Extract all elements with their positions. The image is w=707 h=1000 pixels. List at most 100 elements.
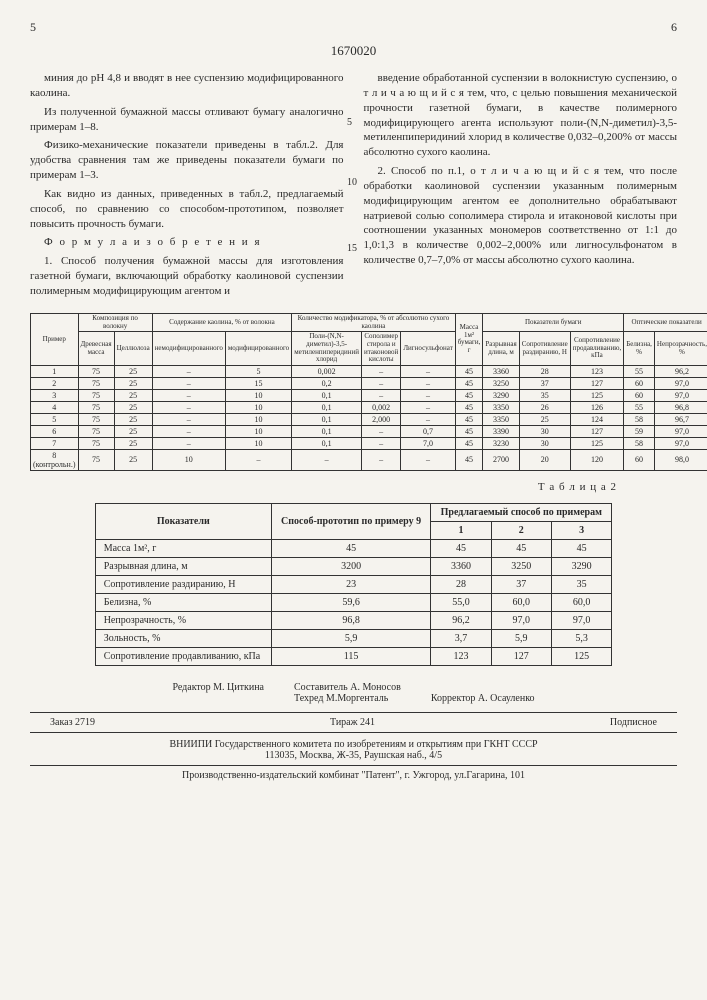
- th: Древесная масса: [78, 332, 114, 366]
- cell: 125: [551, 647, 611, 665]
- cell: 25: [114, 377, 152, 389]
- cell: 75: [78, 449, 114, 470]
- cell: 3390: [483, 425, 519, 437]
- cell: 3290: [483, 389, 519, 401]
- cell: –: [152, 413, 225, 425]
- table-row: Сопротивление раздиранию, Н23283735: [95, 575, 612, 593]
- th: Сопротивление продавливанию, кПа: [570, 332, 623, 366]
- left-column: миния до pH 4,8 и вводят в нее суспензию…: [30, 71, 344, 303]
- cell: 0,7: [401, 425, 455, 437]
- th: Количество модификатора, % от абсолютно …: [292, 313, 456, 331]
- formula-title: Ф о р м у л а и з о б р е т е н и я: [30, 235, 344, 250]
- editor: Редактор М. Циткина: [172, 682, 264, 693]
- addr: 113035, Москва, Ж-35, Раушская наб., 4/5: [30, 750, 677, 761]
- cell: 30: [519, 425, 570, 437]
- th: Целлюлоза: [114, 332, 152, 366]
- cell: Разрывная длина, м: [95, 557, 271, 575]
- cell: 25: [114, 449, 152, 470]
- th: Непрозрачность, %: [654, 332, 707, 366]
- cell: 96,7: [654, 413, 707, 425]
- cell: 15: [225, 377, 291, 389]
- cell: 123: [431, 647, 491, 665]
- cell: 120: [570, 449, 623, 470]
- table-row: Белизна, %59,655,060,060,0: [95, 593, 612, 611]
- table-row: 77525–100,1–7,0453230301255897,05,6: [31, 437, 707, 449]
- cell: 60,0: [491, 593, 551, 611]
- cell: 75: [78, 413, 114, 425]
- cell: 25: [519, 413, 570, 425]
- cell: 25: [114, 389, 152, 401]
- cell: –: [152, 425, 225, 437]
- table-row: Масса 1м², г45454545: [95, 539, 612, 557]
- cell: 2700: [483, 449, 519, 470]
- th: 2: [491, 521, 551, 539]
- cell: 60,0: [551, 593, 611, 611]
- cell: –: [362, 389, 401, 401]
- zakaz: Заказ 2719: [50, 717, 95, 728]
- podpisnoe: Подписное: [610, 717, 657, 728]
- cell: 45: [455, 437, 483, 449]
- tehred: Техред М.Моргенталь: [294, 693, 401, 704]
- cell: 96,8: [654, 401, 707, 413]
- cell: 10: [225, 413, 291, 425]
- cell: –: [401, 377, 455, 389]
- cell: 7,0: [401, 437, 455, 449]
- cell: 45: [455, 449, 483, 470]
- cell: 28: [519, 365, 570, 377]
- cell: 125: [570, 389, 623, 401]
- right-column: введение обработанной суспензии в волокн…: [364, 71, 678, 303]
- cell: 123: [570, 365, 623, 377]
- para: Как видно из данных, приведенных в табл.…: [30, 187, 344, 232]
- cell: 127: [491, 647, 551, 665]
- cell: 55,0: [431, 593, 491, 611]
- cell: –: [401, 401, 455, 413]
- page-left: 5: [30, 20, 36, 35]
- cell: 28: [431, 575, 491, 593]
- cell: –: [401, 413, 455, 425]
- cell: –: [152, 401, 225, 413]
- cell: 97,0: [654, 377, 707, 389]
- sostavitel: Составитель А. Моносов: [294, 682, 401, 693]
- table-1: Пример Композиция по волокну Содержание …: [30, 313, 707, 471]
- cell: Масса 1м², г: [95, 539, 271, 557]
- th: Содержание каолина, % от волокна: [152, 313, 292, 331]
- cell: 20: [519, 449, 570, 470]
- cell: –: [292, 449, 362, 470]
- table-row: 8 (контрольн.)752510––––452700201206098,…: [31, 449, 707, 470]
- cell: 35: [519, 389, 570, 401]
- cell: 25: [114, 401, 152, 413]
- cell: –: [152, 377, 225, 389]
- th: Разрывная длина, м: [483, 332, 519, 366]
- cell: 10: [225, 389, 291, 401]
- cell: –: [401, 389, 455, 401]
- cell: 25: [114, 437, 152, 449]
- cell: 5,9: [491, 629, 551, 647]
- cell: 55: [624, 401, 655, 413]
- cell: –: [362, 365, 401, 377]
- cell: 97,0: [551, 611, 611, 629]
- table-row: 37525–100,1––453290351256097,05,3: [31, 389, 707, 401]
- cell: 126: [570, 401, 623, 413]
- page-right: 6: [671, 20, 677, 35]
- cell: 7: [31, 437, 79, 449]
- cell: 75: [78, 401, 114, 413]
- para: Физико-механические показатели приведены…: [30, 138, 344, 183]
- cell: 25: [114, 365, 152, 377]
- cell: 0,1: [292, 425, 362, 437]
- cell: 10: [225, 425, 291, 437]
- cell: 45: [455, 413, 483, 425]
- cell: 75: [78, 425, 114, 437]
- cell: 5: [31, 413, 79, 425]
- th: немодифицированного: [152, 332, 225, 366]
- cell: 97,0: [654, 389, 707, 401]
- cell: 10: [225, 437, 291, 449]
- cell: –: [152, 389, 225, 401]
- cell: 2: [31, 377, 79, 389]
- cell: Белизна, %: [95, 593, 271, 611]
- para: 2. Способ по п.1, о т л и ч а ю щ и й с …: [364, 164, 678, 268]
- cell: 4: [31, 401, 79, 413]
- cell: 45: [455, 365, 483, 377]
- cell: Зольность, %: [95, 629, 271, 647]
- th: 3: [551, 521, 611, 539]
- cell: 0,2: [292, 377, 362, 389]
